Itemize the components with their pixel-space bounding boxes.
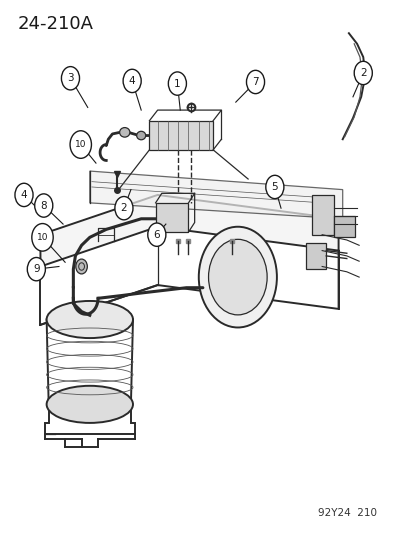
Text: 6: 6: [153, 230, 160, 240]
Text: 92Y24  210: 92Y24 210: [317, 508, 376, 519]
Ellipse shape: [136, 131, 145, 140]
Ellipse shape: [47, 386, 133, 423]
Circle shape: [246, 70, 264, 94]
Text: 1: 1: [173, 78, 180, 88]
Ellipse shape: [119, 127, 130, 137]
Circle shape: [27, 257, 45, 281]
Circle shape: [354, 61, 371, 85]
Text: 10: 10: [75, 140, 86, 149]
Circle shape: [168, 72, 186, 95]
Polygon shape: [40, 195, 338, 266]
Text: 5: 5: [271, 182, 278, 192]
Text: 4: 4: [21, 190, 27, 200]
Circle shape: [76, 259, 87, 274]
Text: 9: 9: [33, 264, 40, 274]
Text: 2: 2: [120, 203, 127, 213]
Text: 10: 10: [37, 233, 48, 242]
Circle shape: [70, 131, 91, 158]
Circle shape: [35, 194, 53, 217]
Text: 3: 3: [67, 73, 74, 83]
Bar: [334, 216, 354, 237]
Text: 7: 7: [252, 77, 258, 87]
Ellipse shape: [47, 301, 133, 338]
Bar: [149, 120, 213, 150]
Text: 4: 4: [128, 76, 135, 86]
Circle shape: [208, 239, 266, 315]
Text: 8: 8: [40, 200, 47, 211]
Bar: [311, 195, 334, 235]
Circle shape: [32, 223, 53, 251]
Circle shape: [15, 183, 33, 207]
Circle shape: [123, 69, 141, 93]
Circle shape: [265, 175, 283, 199]
Bar: [155, 203, 188, 232]
Circle shape: [147, 223, 166, 246]
Circle shape: [115, 197, 133, 220]
Text: 24-210A: 24-210A: [18, 14, 94, 33]
Bar: [305, 243, 325, 269]
Circle shape: [61, 67, 79, 90]
Circle shape: [198, 227, 276, 327]
Polygon shape: [90, 171, 342, 219]
Text: 2: 2: [359, 68, 366, 78]
